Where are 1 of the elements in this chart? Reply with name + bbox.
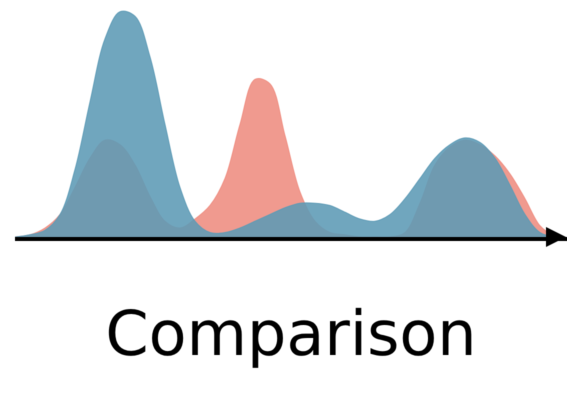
x-axis-title: Comparison — [105, 296, 477, 370]
